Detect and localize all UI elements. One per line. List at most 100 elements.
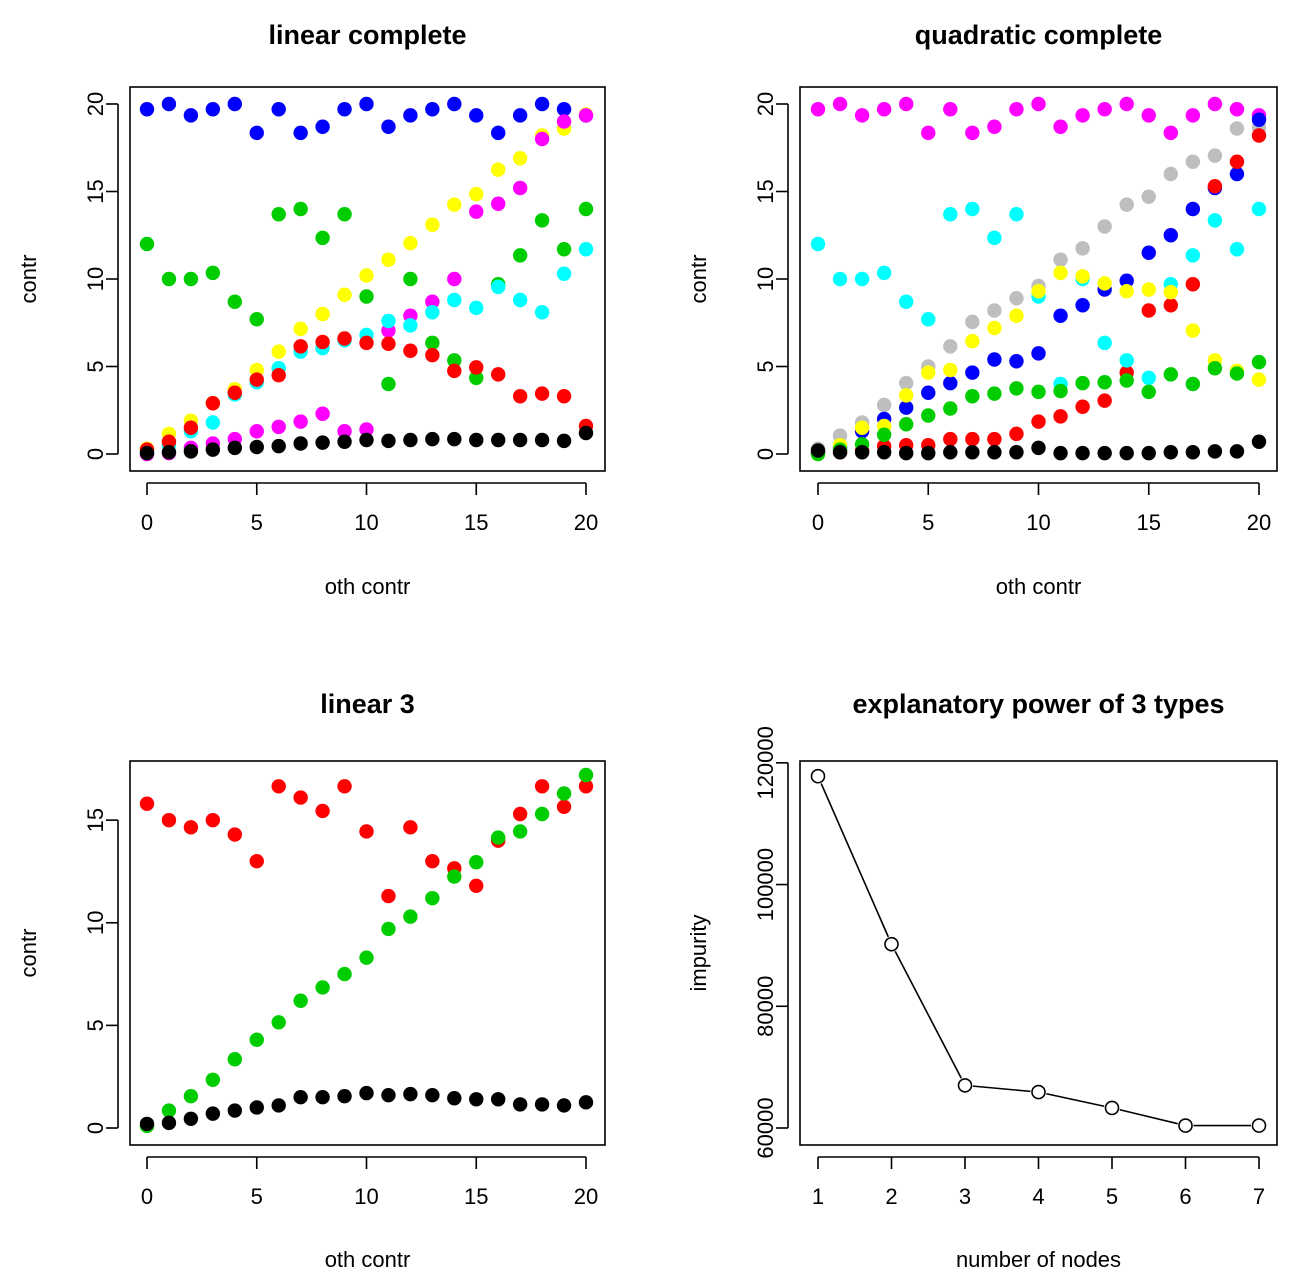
data-point: [1185, 323, 1201, 338]
data-point: [899, 375, 914, 391]
x-tick-label: 15: [464, 510, 488, 535]
data-point: [249, 853, 264, 869]
data-point: [315, 435, 330, 450]
data-point: [227, 385, 242, 400]
data-point: [1053, 409, 1068, 424]
data-point: [957, 1078, 973, 1093]
data-point: [512, 1097, 528, 1112]
data-point: [1141, 384, 1156, 400]
data-point: [293, 790, 308, 805]
y-tick-label: 80000: [753, 976, 778, 1037]
data-point: [491, 279, 506, 295]
data-point: [854, 271, 870, 287]
data-point: [1075, 269, 1090, 284]
data-point: [1119, 353, 1134, 368]
data-point: [1097, 276, 1112, 291]
data-point: [139, 445, 155, 461]
data-point: [1251, 354, 1267, 370]
data-point: [1229, 444, 1245, 459]
data-point: [1097, 102, 1112, 117]
data-point: [534, 1097, 550, 1112]
data-point: [381, 433, 396, 449]
data-point: [1229, 121, 1245, 136]
data-point: [987, 320, 1002, 336]
y-tick-label: 5: [753, 360, 778, 372]
data-point: [1229, 102, 1245, 117]
data-point: [403, 343, 418, 358]
data-point: [1009, 308, 1024, 323]
data-point: [271, 1098, 286, 1113]
data-point: [1141, 108, 1156, 123]
data-point: [512, 108, 528, 123]
data-point: [271, 207, 286, 222]
data-point: [556, 1098, 572, 1113]
data-point: [1053, 252, 1068, 267]
y-axis: 0 5 10 15: [83, 808, 119, 1134]
data-point: [249, 1032, 264, 1047]
x-tick-label: 2: [885, 1184, 897, 1209]
data-point: [491, 1092, 506, 1107]
data-point: [987, 431, 1002, 447]
data-point: [161, 271, 177, 287]
data-point: [1207, 444, 1223, 459]
data-point: [1119, 96, 1134, 112]
data-point: [183, 1088, 199, 1104]
x-tick-label: 15: [464, 1184, 488, 1209]
data-point: [556, 102, 572, 117]
data-point: [1185, 445, 1201, 460]
data-point: [469, 1092, 484, 1107]
chart-4: explanatory power of 3 types 1 2 3 4 5 6 7 60000…: [686, 689, 1278, 1268]
data-point: [1163, 445, 1179, 460]
data-point: [1053, 308, 1068, 323]
data-point: [183, 1111, 199, 1126]
data-point: [315, 334, 330, 350]
y-tick-label: 100000: [753, 848, 778, 921]
data-point: [205, 396, 221, 411]
data-point: [1163, 284, 1179, 300]
data-point: [183, 420, 199, 435]
data-point: [1075, 445, 1090, 461]
x-tick-label: 20: [1247, 510, 1271, 535]
data-point: [447, 197, 462, 212]
data-point: [1229, 154, 1245, 169]
y-tick-label: 10: [753, 267, 778, 291]
data-point: [381, 313, 396, 329]
data-point: [1207, 96, 1223, 112]
y-tick-label: 120000: [753, 726, 778, 799]
data-point: [854, 420, 870, 435]
data-point: [1031, 284, 1046, 299]
data-point: [183, 271, 199, 287]
chart-1: linear complete 0 5 10 15 20 0 5 10 15 20 oth contr…: [16, 20, 606, 599]
data-point: [359, 268, 374, 283]
data-point: [359, 289, 374, 304]
data-point: [205, 1072, 221, 1087]
x-axis: 1 2 3 4 5 6 7: [812, 1156, 1265, 1209]
x-tick-label: 4: [1032, 1184, 1044, 1209]
data-point: [1075, 108, 1090, 123]
y-axis-label: impurity: [686, 914, 711, 991]
data-point: [227, 1052, 242, 1067]
y-tick-label: 5: [83, 360, 108, 372]
x-tick-label: 7: [1253, 1184, 1265, 1209]
data-point: [1119, 197, 1134, 212]
data-point: [1185, 108, 1201, 123]
data-point: [447, 1091, 462, 1106]
data-point: [578, 425, 594, 441]
data-point: [337, 102, 352, 117]
data-point: [512, 292, 528, 308]
data-point: [315, 119, 330, 134]
data-point: [965, 333, 980, 349]
data-point: [534, 779, 550, 794]
data-point: [1141, 445, 1156, 461]
data-point: [183, 108, 199, 123]
data-point: [491, 367, 506, 382]
data-point: [337, 207, 352, 222]
data-point: [921, 385, 936, 400]
data-point: [578, 108, 594, 123]
data-point: [403, 108, 418, 123]
data-point: [1163, 228, 1179, 243]
y-axis: 0 5 10 15 20: [753, 92, 789, 460]
data-point: [810, 768, 826, 784]
data-point: [359, 950, 374, 965]
data-point: [205, 102, 221, 117]
